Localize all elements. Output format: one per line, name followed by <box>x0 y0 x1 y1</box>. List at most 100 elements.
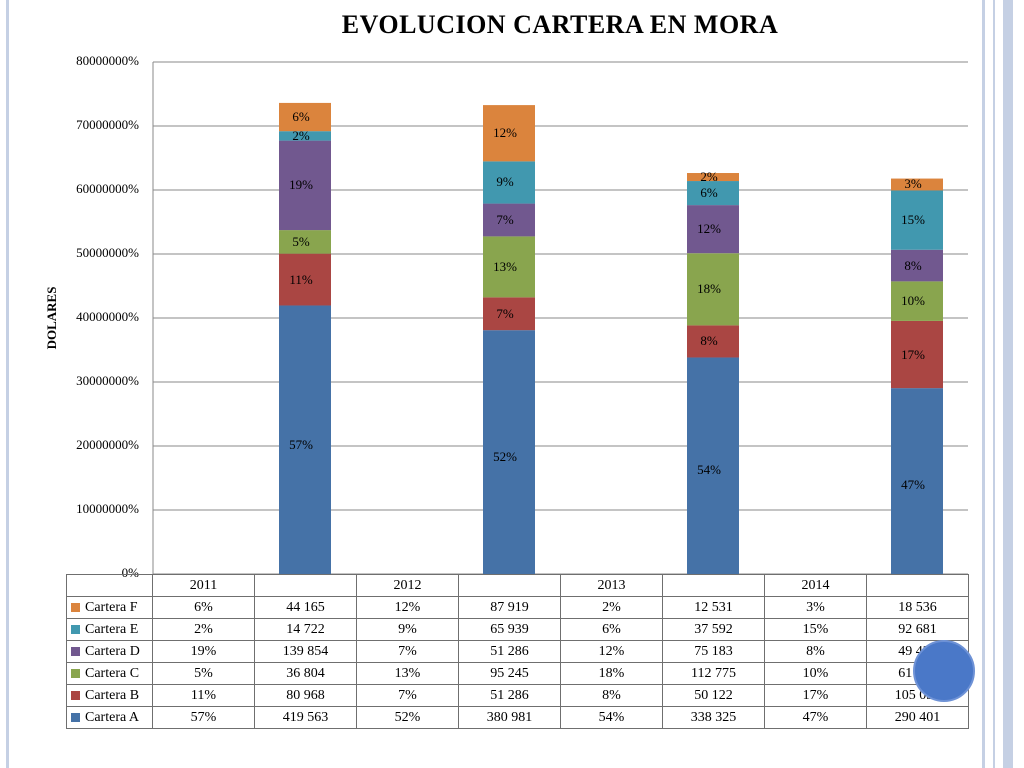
table-row: Cartera B 11% 80 968 7% 51 286 8% 50 122 17% 105… <box>66 684 969 707</box>
segment-label: 7% <box>496 211 514 227</box>
legend-cell: Cartera B <box>66 684 153 707</box>
segment-label: 17% <box>901 346 925 362</box>
bar-segment <box>687 181 739 206</box>
table-header-cell <box>254 574 357 597</box>
table-row: Cartera A 57% 419 563 52% 380 981 54% 338 325 4… <box>66 706 969 729</box>
legend-swatch <box>71 602 80 612</box>
legend-label: Cartera A <box>85 709 140 725</box>
bar-segment <box>687 325 739 358</box>
segment-label: 52% <box>493 448 517 464</box>
segment-label: 11% <box>289 271 313 287</box>
y-tick-label: 50000000% <box>76 245 139 260</box>
gridlines <box>152 61 968 575</box>
table-cell: 13% <box>356 662 459 685</box>
segment-label: 15% <box>901 212 925 228</box>
legend-swatch <box>71 690 80 700</box>
table-cell: 18% <box>560 662 663 685</box>
bar-segment <box>687 253 739 326</box>
segment-label: 47% <box>901 476 925 492</box>
segment-label: 13% <box>493 258 517 274</box>
table-cell: 139 854 <box>254 640 357 663</box>
table-cell: 12% <box>560 640 663 663</box>
table-header-cell: 2014 <box>764 574 867 597</box>
table-cell: 380 981 <box>458 706 561 729</box>
legend-swatch <box>71 646 80 656</box>
y-axis-label: DOLARES <box>44 286 59 350</box>
table-cell: 10% <box>764 662 867 685</box>
legend-cell: Cartera D <box>66 640 153 663</box>
y-tick-label: 10000000% <box>76 501 139 516</box>
table-cell: 15% <box>764 618 867 641</box>
table-cell: 12% <box>356 596 459 619</box>
bar-segment <box>279 140 331 231</box>
table-cell: 7% <box>356 640 459 663</box>
table-cell: 14 722 <box>254 618 357 641</box>
table-header-cell: 2012 <box>356 574 459 597</box>
segment-label: 7% <box>496 305 514 321</box>
y-tick-label: 70000000% <box>76 117 139 132</box>
bar-segment <box>279 102 331 132</box>
bar-segment <box>687 357 739 574</box>
frame-line-right-1 <box>982 0 985 768</box>
table-header-cell <box>66 574 153 597</box>
table-cell: 8% <box>560 684 663 707</box>
table-cell: 290 401 <box>866 706 969 729</box>
legend-label: Cartera E <box>85 621 139 637</box>
bar-segment <box>483 297 535 331</box>
bar-segment <box>891 388 943 574</box>
table-header-cell <box>866 574 969 597</box>
table-cell: 112 775 <box>662 662 765 685</box>
bar-segment <box>891 178 943 191</box>
bar-segment <box>891 320 943 389</box>
segment-label: 5% <box>292 233 310 249</box>
table-cell: 54% <box>560 706 663 729</box>
table-cell: 75 183 <box>662 640 765 663</box>
bar-segment <box>279 230 331 254</box>
bar-segment <box>483 203 535 237</box>
y-tick-label: 20000000% <box>76 437 139 452</box>
bar-segment <box>279 253 331 306</box>
bars <box>279 102 943 574</box>
table-cell: 6% <box>560 618 663 641</box>
table-cell: 5% <box>152 662 255 685</box>
segment-label: 57% <box>289 437 313 453</box>
legend-label: Cartera B <box>85 687 140 703</box>
table-cell: 419 563 <box>254 706 357 729</box>
bar-segment <box>891 281 943 321</box>
table-row: Cartera F 6% 44 165 12% 87 919 2% 12 531 3% 18 5… <box>66 596 969 619</box>
table-cell: 57% <box>152 706 255 729</box>
table-row: Cartera D 19% 139 854 7% 51 286 12% 75 183 8% 49… <box>66 640 969 663</box>
segment-label: 54% <box>697 462 721 478</box>
table-header-cell: 2011 <box>152 574 255 597</box>
legend-cell: Cartera A <box>66 706 153 729</box>
bar-segment <box>483 161 535 204</box>
table-cell: 80 968 <box>254 684 357 707</box>
table-cell: 12 531 <box>662 596 765 619</box>
frame-line-left <box>6 0 9 768</box>
table-cell: 52% <box>356 706 459 729</box>
segment-label: 19% <box>289 177 313 193</box>
table-cell: 6% <box>152 596 255 619</box>
legend-cell: Cartera C <box>66 662 153 685</box>
segment-label: 8% <box>700 333 718 349</box>
y-tick-label: 60000000% <box>76 181 139 196</box>
legend-label: Cartera F <box>85 599 138 615</box>
table-cell: 51 286 <box>458 640 561 663</box>
table-cell: 8% <box>764 640 867 663</box>
table-row: Cartera C 5% 36 804 13% 95 245 18% 112 775 10% 6… <box>66 662 969 685</box>
table-cell: 36 804 <box>254 662 357 685</box>
table-header-cell <box>458 574 561 597</box>
table-cell: 92 681 <box>866 618 969 641</box>
bar-segment <box>687 205 739 254</box>
table-cell: 3% <box>764 596 867 619</box>
legend-swatch <box>71 624 80 634</box>
segment-label: 2% <box>700 169 718 185</box>
segment-label: 3% <box>904 176 922 192</box>
decoration-circle <box>913 640 975 702</box>
table-cell: 7% <box>356 684 459 707</box>
segment-label: 18% <box>697 281 721 297</box>
table-cell: 338 325 <box>662 706 765 729</box>
table-cell: 19% <box>152 640 255 663</box>
table-cell: 65 939 <box>458 618 561 641</box>
